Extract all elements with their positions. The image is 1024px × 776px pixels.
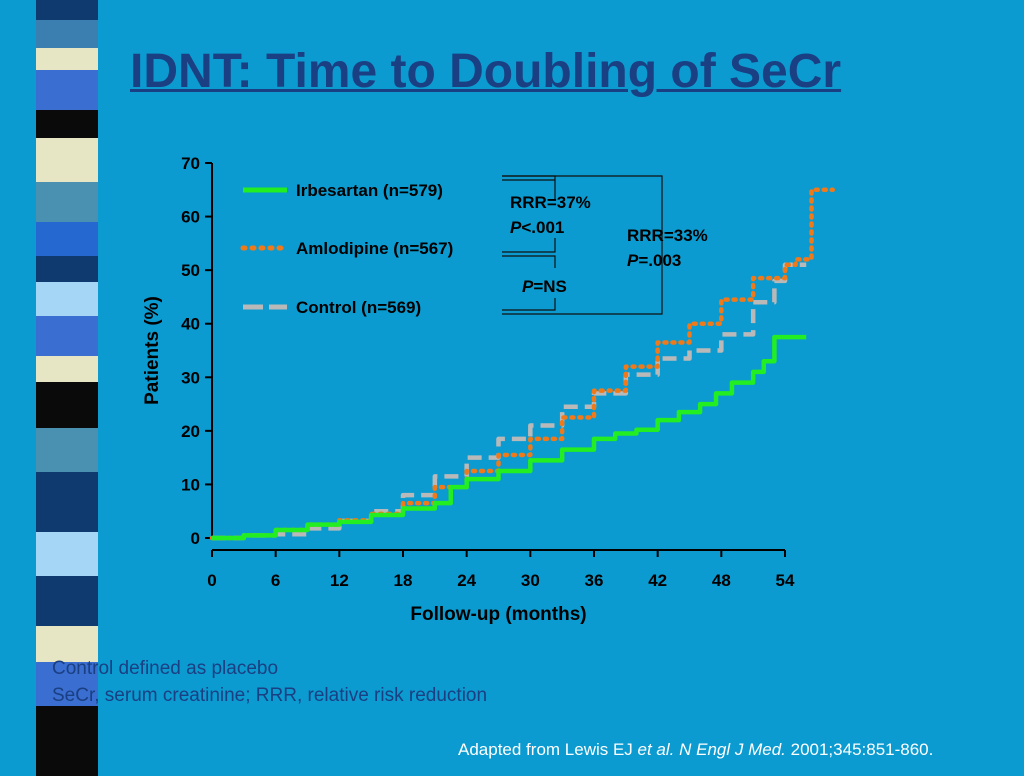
x-tick-label: 6 bbox=[271, 571, 280, 590]
citation-lead: Adapted from Lewis EJ bbox=[458, 740, 638, 759]
footnote-control: Control defined as placebo bbox=[52, 658, 279, 679]
bracket-ns-bottom bbox=[502, 298, 556, 311]
y-tick-label: 60 bbox=[181, 208, 200, 227]
series-line-solid bbox=[212, 334, 807, 541]
decorative-strip bbox=[36, 0, 98, 776]
p-value: <.001 bbox=[521, 218, 564, 237]
y-tick-label: 40 bbox=[181, 315, 200, 334]
y-tick-label: 0 bbox=[191, 529, 200, 548]
annotation-rrr33-rrr: RRR=33% bbox=[627, 226, 708, 245]
x-tick-label: 30 bbox=[521, 571, 540, 590]
bracket-ns-top bbox=[502, 255, 556, 268]
x-tick-label: 18 bbox=[394, 571, 413, 590]
annotation-rrr37-p: P<.001 bbox=[510, 218, 564, 237]
x-tick-label: 48 bbox=[712, 571, 731, 590]
p-value: =.003 bbox=[638, 251, 681, 270]
x-tick-label: 54 bbox=[776, 571, 795, 590]
x-tick-label: 12 bbox=[330, 571, 349, 590]
annotation-rrr37-rrr: RRR=37% bbox=[510, 193, 591, 212]
x-axis-label: Follow-up (months) bbox=[410, 604, 586, 625]
y-tick-label: 50 bbox=[181, 261, 200, 280]
citation: Adapted from Lewis EJ et al. N Engl J Me… bbox=[458, 740, 933, 760]
bracket-rrr33 bbox=[502, 175, 663, 315]
annotation-rrr33-p: P=.003 bbox=[627, 251, 681, 270]
footnote-abbreviations: SeCr, serum creatinine; RRR, relative ri… bbox=[52, 685, 488, 706]
x-tick-label: 24 bbox=[457, 571, 476, 590]
y-tick-label: 30 bbox=[181, 368, 200, 387]
slide-title: IDNT: Time to Doubling of SeCr bbox=[130, 45, 842, 98]
annotation-ns-p: P=NS bbox=[522, 277, 567, 296]
bracket-rrr37-bottom bbox=[502, 238, 556, 253]
y-tick-label: 20 bbox=[181, 422, 200, 441]
citation-tail: 2001;345:851-860. bbox=[785, 740, 934, 759]
legend-label: Amlodipine (n=567) bbox=[296, 239, 453, 258]
citation-etal: et al. bbox=[637, 740, 675, 759]
y-axis-label: Patients (%) bbox=[142, 296, 163, 405]
x-tick-label: 42 bbox=[648, 571, 667, 590]
y-tick-label: 70 bbox=[181, 154, 200, 173]
legend-label: Control (n=569) bbox=[296, 298, 421, 317]
series-line-dashed bbox=[212, 262, 807, 541]
y-tick-label: 10 bbox=[181, 475, 200, 494]
p-value: =NS bbox=[533, 277, 567, 296]
legend-label: Irbesartan (n=579) bbox=[296, 181, 443, 200]
x-tick-label: 36 bbox=[585, 571, 604, 590]
p-symbol: P bbox=[522, 277, 534, 296]
p-symbol: P bbox=[510, 218, 522, 237]
p-symbol: P bbox=[627, 251, 639, 270]
citation-journal: N Engl J Med. bbox=[679, 740, 786, 759]
x-tick-label: 0 bbox=[207, 571, 216, 590]
